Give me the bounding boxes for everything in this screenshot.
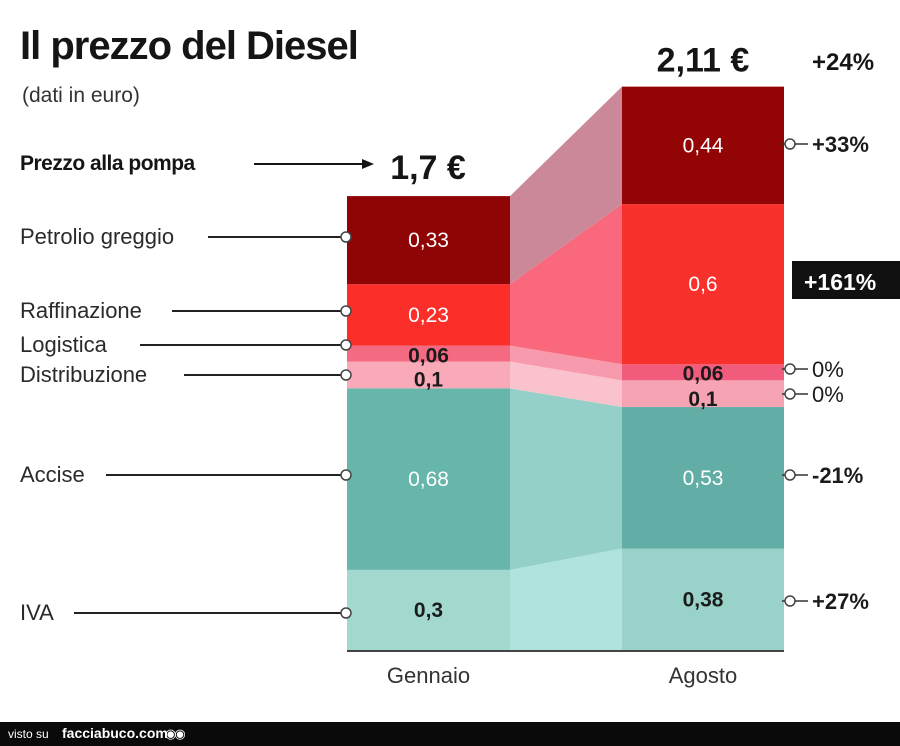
value-label-agosto-raffinazione: 0,6: [688, 273, 717, 296]
category-label-distribuzione: Distribuzione: [20, 362, 147, 387]
bar-gennaio-petrolio-greggio: [347, 196, 510, 285]
change-dot-distribuzione: [784, 388, 796, 400]
category-label-logistica: Logistica: [20, 332, 108, 357]
bar-agosto-raffinazione: [622, 204, 784, 365]
value-label-agosto-accise: 0,53: [683, 467, 724, 490]
bar-gennaio-accise: [347, 388, 510, 570]
value-label-gennaio-petrolio-greggio: 0,33: [408, 229, 449, 252]
band-raffinazione: [510, 204, 622, 365]
total-label-agosto: 2,11 €: [657, 42, 750, 80]
change-dot-accise: [784, 469, 796, 481]
value-label-gennaio-distribuzione: 0,1: [414, 368, 444, 391]
category-label-iva: IVA: [20, 600, 54, 625]
bar-gennaio-iva: [347, 569, 510, 650]
bar-agosto-iva: [622, 548, 784, 650]
bar-gennaio-raffinazione: [347, 284, 510, 346]
footer-bar: visto su facciabuco.com ◉◉: [0, 722, 900, 746]
footer-site-link[interactable]: facciabuco.com: [62, 725, 168, 741]
arrow-right-icon: [362, 159, 374, 169]
value-label-gennaio-accise: 0,68: [408, 468, 449, 491]
total-change-label: +24%: [812, 49, 874, 76]
change-label-logistica: 0%: [812, 357, 844, 382]
change-label-distribuzione: 0%: [812, 382, 844, 407]
band-petrolio-greggio: [510, 86, 622, 285]
value-label-agosto-iva: 0,38: [683, 588, 724, 611]
change-dot-logistica: [784, 363, 796, 375]
leader-dot-distribuzione: [340, 369, 352, 381]
band-iva: [510, 548, 622, 650]
change-label-raffinazione: +161%: [804, 269, 876, 295]
band-logistica: [510, 345, 622, 381]
change-label-petrolio-greggio: +33%: [812, 132, 869, 157]
total-label-gennaio: 1,7 €: [390, 149, 466, 187]
x-tick-label-gennaio: Gennaio: [387, 663, 470, 688]
x-tick-label-agosto: Agosto: [669, 663, 738, 688]
bar-agosto-petrolio-greggio: [622, 86, 784, 205]
value-label-gennaio-raffinazione: 0,23: [408, 304, 449, 327]
value-label-agosto-petrolio-greggio: 0,44: [683, 134, 724, 157]
chart-subtitle: (dati in euro): [22, 84, 140, 107]
change-label-iva: +27%: [812, 589, 869, 614]
change-dot-petrolio-greggio: [784, 138, 796, 150]
pump-price-label: Prezzo alla pompa: [20, 152, 196, 175]
category-label-accise: Accise: [20, 462, 85, 487]
value-label-gennaio-iva: 0,3: [414, 599, 443, 622]
leader-dot-petrolio-greggio: [340, 231, 352, 243]
bar-gennaio-distribuzione: [347, 361, 510, 389]
change-badge-raffinazione: [792, 261, 900, 299]
band-accise: [510, 388, 622, 570]
bar-gennaio-logistica: [347, 345, 510, 362]
category-label-petrolio-greggio: Petrolio greggio: [20, 224, 174, 249]
eyes-logo-icon: ◉◉: [165, 726, 186, 741]
bar-agosto-logistica: [622, 364, 784, 381]
value-label-agosto-logistica: 0,06: [683, 362, 724, 385]
bar-agosto-accise: [622, 407, 784, 549]
value-label-gennaio-logistica: 0,06: [408, 345, 449, 368]
value-label-agosto-distribuzione: 0,1: [688, 388, 718, 411]
bar-agosto-distribuzione: [622, 380, 784, 408]
footer-visto-su: visto su: [8, 727, 49, 741]
band-distribuzione: [510, 361, 622, 408]
change-dot-iva: [784, 595, 796, 607]
leader-dot-logistica: [340, 339, 352, 351]
leader-dot-accise: [340, 469, 352, 481]
leader-dot-raffinazione: [340, 305, 352, 317]
chart-title: Il prezzo del Diesel: [20, 24, 359, 68]
change-label-accise: -21%: [812, 463, 863, 488]
category-label-raffinazione: Raffinazione: [20, 298, 142, 323]
leader-dot-iva: [340, 607, 352, 619]
